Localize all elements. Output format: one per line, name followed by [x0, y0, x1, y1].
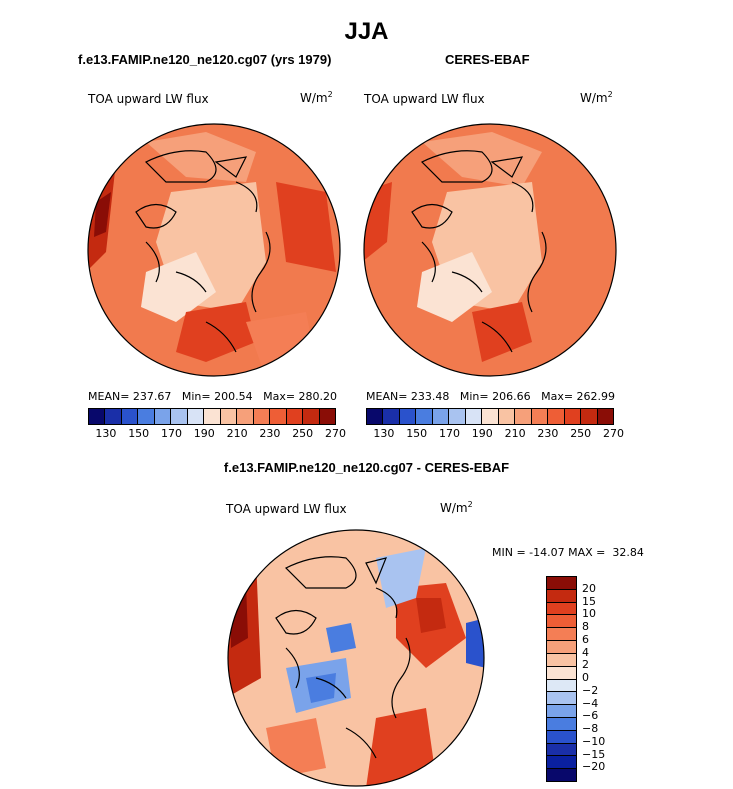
model-stats: MEAN= 237.67 Min= 200.54 Max= 280.20 — [88, 390, 338, 403]
diff-colorbar-label: −6 — [582, 709, 599, 723]
colorbar-tick-label: 270 — [603, 427, 624, 440]
diff-colorbar-label: 10 — [582, 607, 596, 621]
colorbar-swatch — [547, 769, 576, 781]
diff-colorbar-label: 15 — [582, 594, 596, 608]
colorbar-swatch — [138, 409, 155, 424]
colorbar-tick-label: 150 — [128, 427, 150, 440]
colorbar-tick-label: 150 — [406, 427, 428, 440]
colorbar-swatch — [367, 409, 384, 424]
colorbar-swatch — [399, 409, 417, 424]
colorbar-swatch — [547, 577, 576, 590]
diff-colorbar-label: −20 — [582, 760, 606, 774]
colorbar-swatch — [547, 628, 576, 642]
colorbar-swatch — [237, 409, 254, 424]
colorbar-swatch — [465, 409, 483, 424]
colorbar-swatch — [383, 409, 400, 424]
diff-colorbar-label: 0 — [582, 671, 589, 684]
colorbar-swatch — [319, 409, 336, 424]
colorbar-swatch — [547, 730, 576, 744]
diff-colorbar-label: 6 — [582, 632, 589, 646]
colorbar-tick-label: 230 — [259, 427, 281, 440]
colorbar-swatch — [597, 409, 614, 424]
model-polar-map — [87, 123, 341, 377]
diff-colorbar-label: 2 — [582, 658, 589, 672]
colorbar-swatch — [547, 743, 576, 757]
colorbar-swatch — [547, 679, 576, 693]
colorbar-swatch — [547, 705, 576, 718]
colorbar-tick-label: 250 — [292, 427, 314, 440]
colorbar-tick-label: 170 — [439, 427, 460, 440]
colorbar-tick-label: 210 — [504, 427, 526, 440]
colorbar-swatch — [121, 409, 139, 424]
colorbar-swatch — [253, 409, 271, 424]
diff-colorbar-label: 8 — [582, 620, 589, 633]
diff-colorbar-label: −10 — [582, 734, 606, 748]
colorbar-tick-label: 130 — [373, 427, 395, 440]
diff-colorbar-labels: 20 15 10 8 6 4 2 0 −2 −4 −6 −8 −10 −15 −20 — [580, 576, 620, 780]
colorbar-swatch — [547, 589, 576, 603]
diff-colorbar-label: −2 — [582, 683, 599, 697]
colorbar-tick-label: 210 — [226, 427, 248, 440]
colorbar-tick-label: 230 — [537, 427, 559, 440]
colorbar-swatch — [432, 409, 450, 424]
colorbar-swatch — [286, 409, 304, 424]
colorbar-swatch — [547, 653, 576, 667]
diff-colorbar-label: −8 — [582, 722, 599, 735]
colorbar-swatch — [547, 717, 576, 731]
diff-colorbar-label: 20 — [582, 581, 596, 595]
colorbar-swatch — [547, 692, 576, 706]
colorbar-swatch — [547, 602, 576, 616]
colorbar-swatch — [547, 756, 576, 770]
diff-polar-map — [227, 529, 485, 787]
obs-variable-label: TOA upward LW flux — [364, 92, 485, 106]
model-panel-title: f.e13.FAMIP.ne120_ne120.cg07 (yrs 1979) — [78, 52, 332, 67]
diff-colorbar-label: −4 — [582, 696, 599, 710]
season-title: JJA — [344, 18, 389, 45]
model-colorbar — [88, 408, 336, 425]
colorbar-swatch — [515, 409, 532, 424]
colorbar-swatch — [204, 409, 221, 424]
colorbar-tick-label: 190 — [471, 427, 493, 440]
colorbar-swatch — [548, 409, 565, 424]
colorbar-swatch — [531, 409, 549, 424]
colorbar-swatch — [547, 615, 576, 629]
colorbar-swatch — [564, 409, 582, 424]
colorbar-swatch — [547, 641, 576, 654]
colorbar-swatch — [482, 409, 499, 424]
colorbar-swatch — [89, 409, 106, 424]
colorbar-swatch — [498, 409, 516, 424]
colorbar-swatch — [449, 409, 466, 424]
obs-panel-title: CERES-EBAF — [445, 52, 530, 67]
colorbar-swatch — [187, 409, 205, 424]
colorbar-swatch — [581, 409, 598, 424]
colorbar-swatch — [171, 409, 188, 424]
model-units-label: W/m2 — [300, 90, 333, 105]
colorbar-swatch — [270, 409, 287, 424]
diff-colorbar-label: 4 — [582, 645, 589, 659]
diff-variable-label: TOA upward LW flux — [226, 502, 347, 516]
obs-colorbar — [366, 408, 614, 425]
diff-panel-title: f.e13.FAMIP.ne120_ne120.cg07 - CERES-EBA… — [223, 460, 510, 475]
colorbar-swatch — [416, 409, 433, 424]
colorbar-swatch — [547, 666, 576, 680]
colorbar-swatch — [220, 409, 238, 424]
obs-units-label: W/m2 — [580, 90, 613, 105]
colorbar-tick-label: 170 — [161, 427, 182, 440]
obs-stats: MEAN= 233.48 Min= 206.66 Max= 262.99 — [366, 390, 616, 403]
diff-units-label: W/m2 — [440, 500, 473, 515]
colorbar-swatch — [154, 409, 172, 424]
diff-stats: MIN = -14.07 MAX = 32.84 — [492, 546, 644, 559]
colorbar-swatch — [105, 409, 122, 424]
diff-colorbar — [546, 576, 577, 782]
colorbar-tick-label: 250 — [570, 427, 592, 440]
colorbar-tick-label: 190 — [193, 427, 215, 440]
model-variable-label: TOA upward LW flux — [88, 92, 209, 106]
colorbar-swatch — [303, 409, 320, 424]
diff-colorbar-label: −15 — [582, 747, 606, 761]
colorbar-tick-label: 270 — [325, 427, 346, 440]
obs-polar-map — [363, 123, 617, 377]
colorbar-tick-label: 130 — [95, 427, 117, 440]
